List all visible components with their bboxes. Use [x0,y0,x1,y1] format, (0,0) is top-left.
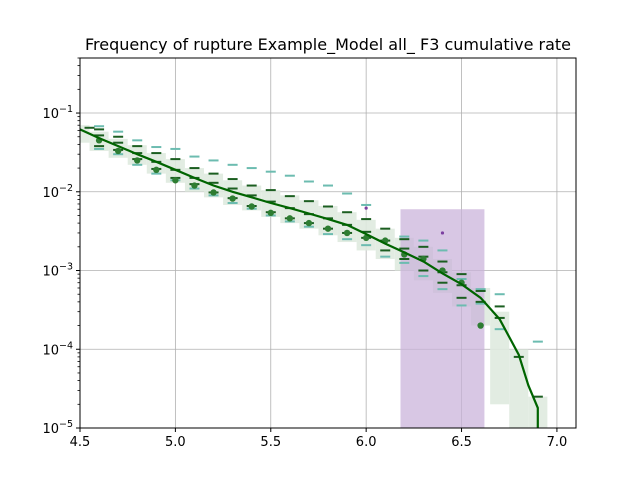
observed-point [229,195,236,202]
plot-area [79,58,576,429]
x-tick-label: 7.0 [547,435,568,450]
y-axis: 10−5 10−4 10−3 10−2 10−1 [42,57,80,437]
observed-point [248,203,255,210]
y-tick-label: 10−3 [42,262,73,280]
y-tick-label: 10−4 [42,340,73,358]
band-step [509,349,529,428]
observed-point [134,157,141,164]
band-step [337,212,357,243]
x-axis: 4.5 5.0 5.5 6.0 6.5 7.0 [70,428,568,450]
purple-band [400,209,485,428]
purple-points [364,206,445,235]
observed-point [267,209,274,217]
observed-point [362,234,370,242]
model-curve-line [79,128,539,428]
x-tick-label: 5.5 [260,435,281,450]
x-tick-label: 6.0 [356,435,377,450]
x-tick-label: 6.5 [451,435,472,450]
x-tick-label: 4.5 [70,435,91,450]
observed-point [477,322,484,329]
observed-point [191,182,198,189]
observed-point [343,229,351,237]
axes-frame [79,57,577,429]
observed-point [305,219,313,227]
model-curve [79,128,539,428]
band-step [184,168,204,192]
observed-point [153,166,160,174]
observed-point [324,225,332,232]
x-tick-label: 5.0 [165,435,186,450]
purple-point [364,206,368,210]
band-step [490,311,510,405]
grid [79,58,576,429]
band-step [80,125,90,143]
chart-title: Frequency of rupture Example_Model all_ … [85,35,571,55]
y-tick-label: 10−5 [42,419,73,437]
observed-point [286,215,294,222]
purple-point [440,231,445,235]
purple-band-rect [400,209,485,428]
observed-point [172,177,179,184]
y-tick-label: 10−2 [42,183,73,201]
observed-point [114,147,122,155]
y-tick-label: 10−1 [42,104,73,122]
observed-point [210,189,217,196]
